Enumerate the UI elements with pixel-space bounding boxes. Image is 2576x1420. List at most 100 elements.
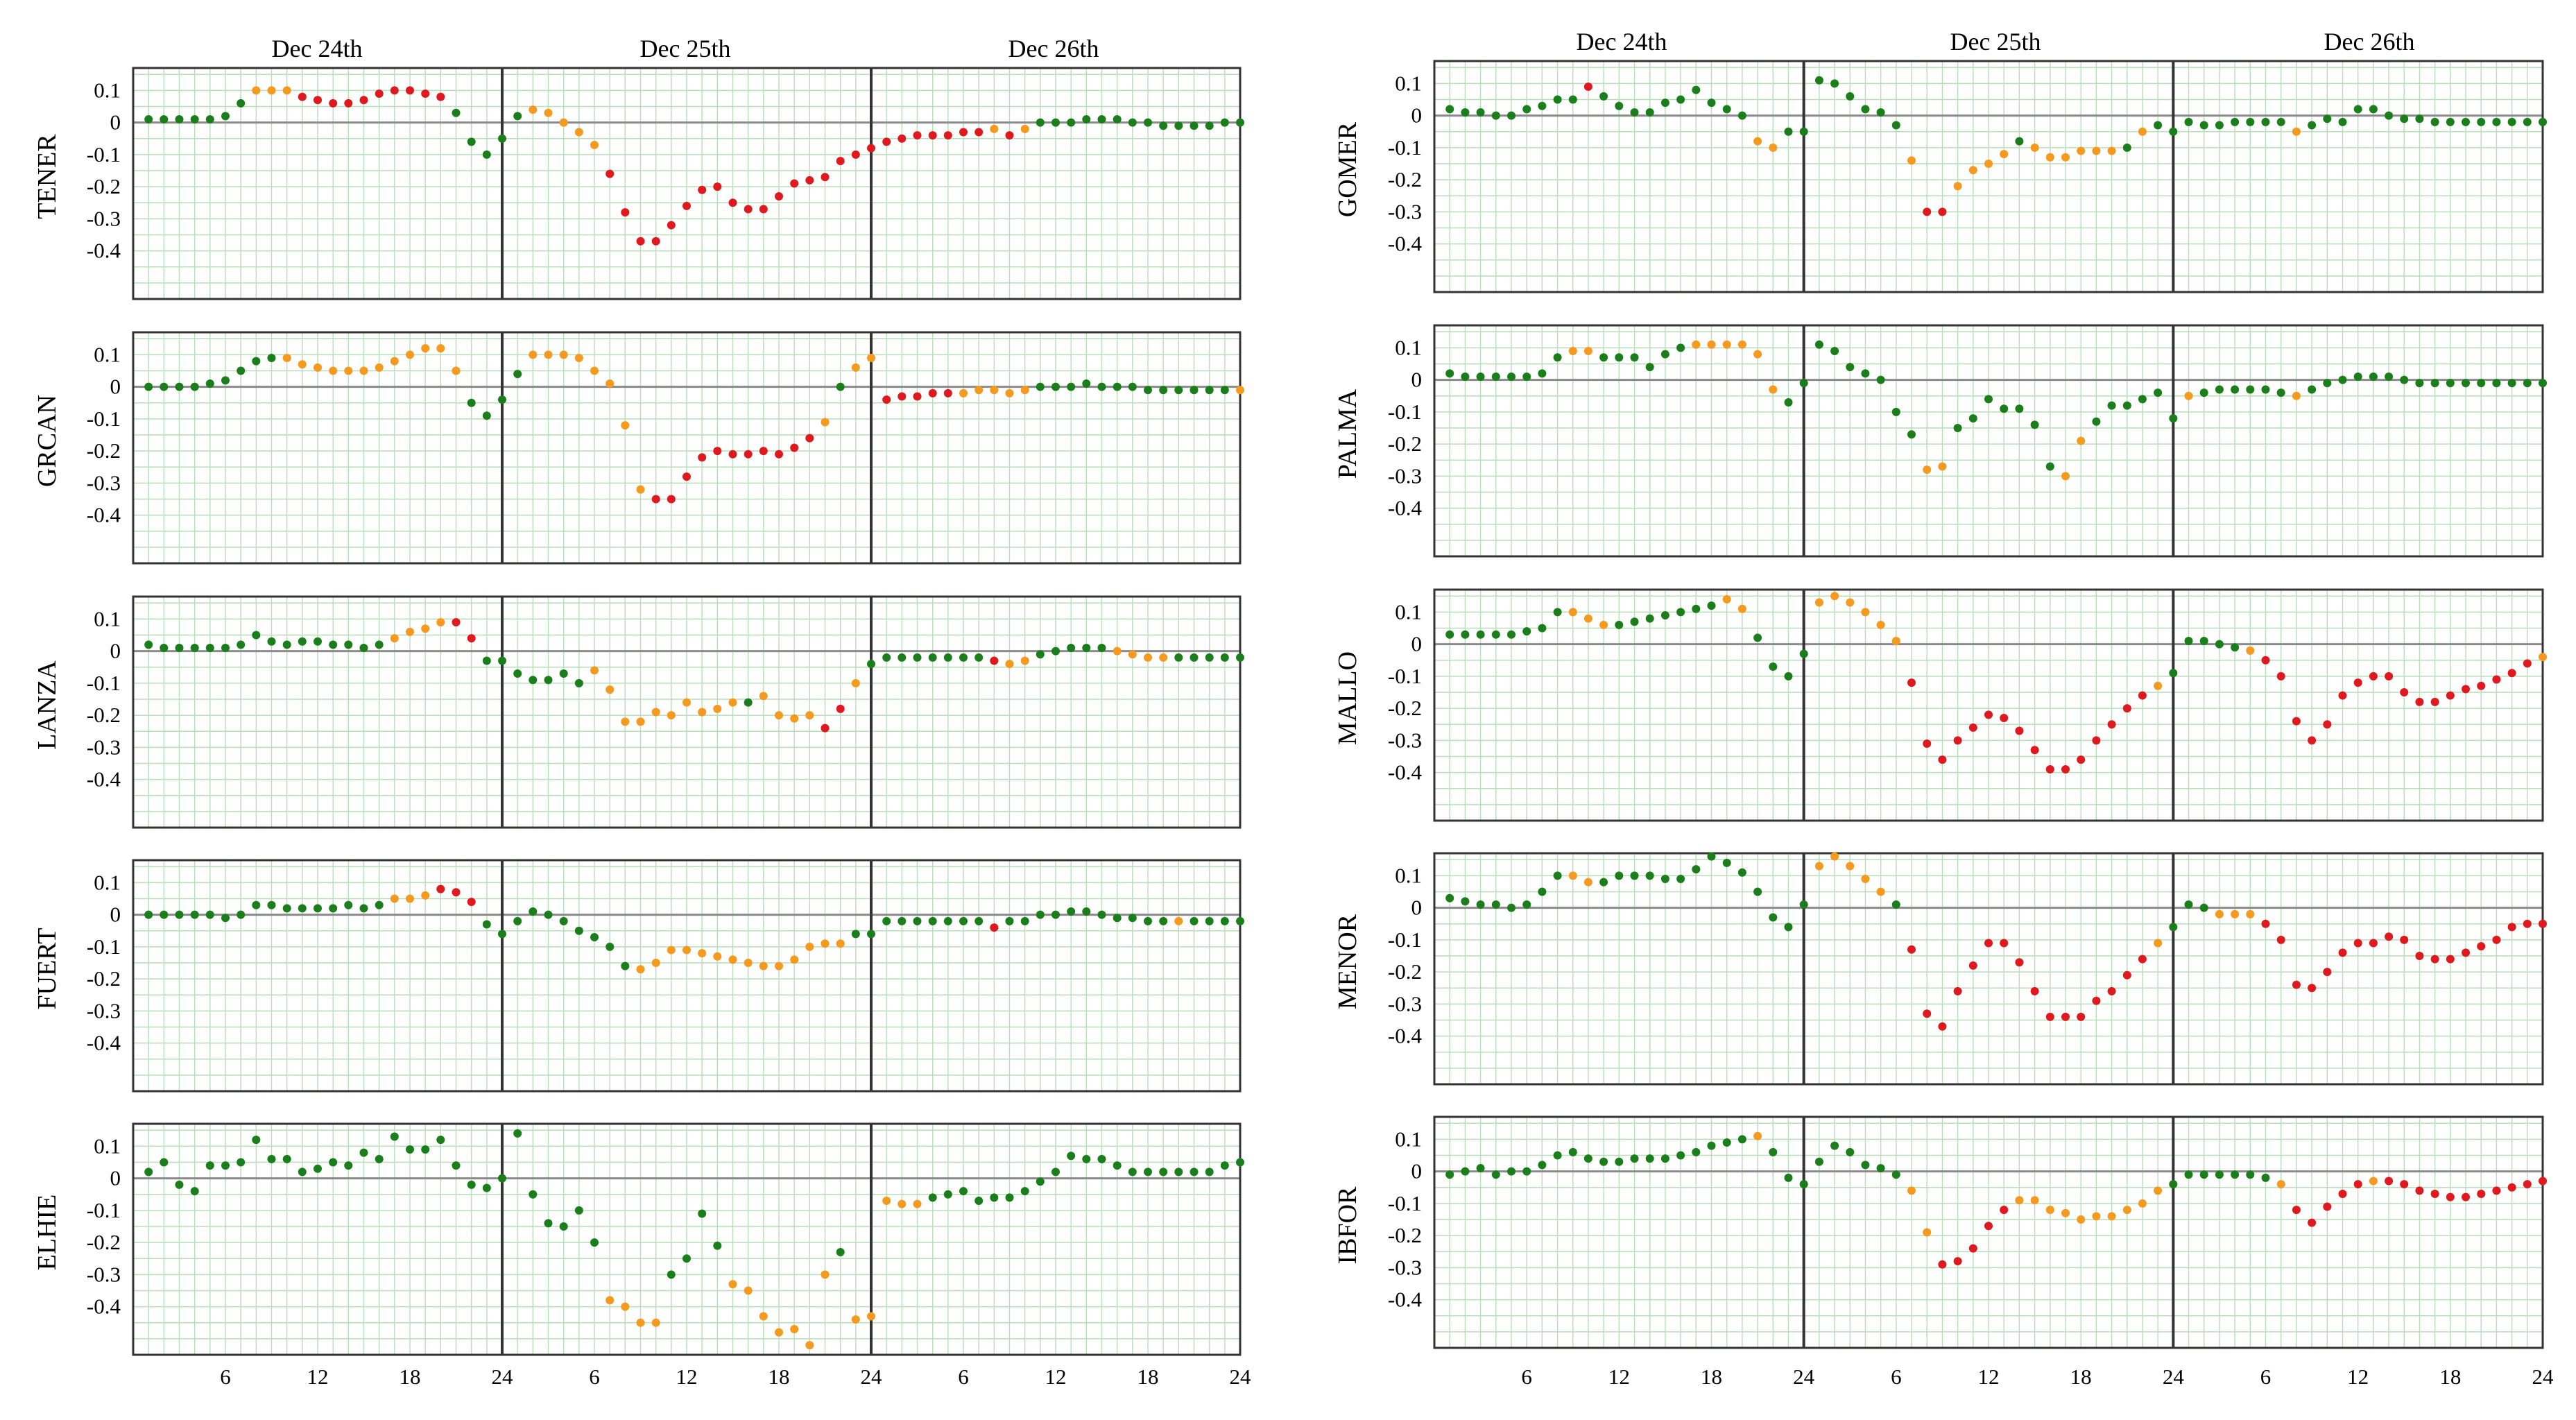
data-point (2231, 117, 2240, 126)
data-points (1445, 76, 2547, 216)
data-point (1159, 653, 1168, 662)
data-point (805, 1341, 814, 1350)
data-point (1174, 1167, 1183, 1177)
data-point (2507, 1183, 2516, 1192)
data-point (1113, 647, 1122, 656)
data-point (1676, 1151, 1685, 1160)
data-points (144, 884, 1244, 974)
data-point (682, 201, 691, 210)
data-point (359, 904, 368, 913)
data-point (1113, 382, 1122, 391)
y-tick-label: 0.1 (94, 606, 121, 631)
data-point (744, 450, 753, 459)
data-point (2353, 939, 2362, 948)
data-point (1097, 382, 1106, 391)
data-point (529, 907, 538, 916)
data-point (821, 724, 830, 733)
data-point (375, 1154, 384, 1163)
x-tick-label: 12 (1608, 1365, 1630, 1389)
data-point (452, 1161, 461, 1170)
data-point (943, 653, 952, 662)
y-tick-label: -0.1 (87, 407, 121, 431)
data-point (1507, 1167, 1515, 1176)
station-label-menor: MENOR (1333, 914, 1362, 1009)
data-point (851, 1315, 860, 1324)
data-point (1538, 624, 1547, 633)
data-point (1190, 1167, 1199, 1177)
data-point (959, 653, 968, 662)
data-point (1522, 627, 1531, 636)
data-point (574, 128, 583, 137)
data-point (2000, 404, 2009, 413)
data-point (698, 185, 707, 194)
data-point (2030, 746, 2039, 755)
data-point (1722, 1138, 1731, 1147)
data-point (1968, 723, 1977, 732)
data-point (667, 495, 676, 504)
data-point (482, 920, 491, 929)
data-point (2323, 379, 2332, 388)
data-point (1522, 373, 1531, 381)
data-point (2061, 1012, 2070, 1021)
data-point (1846, 92, 1855, 101)
data-point (1861, 369, 1870, 378)
data-point (1051, 1167, 1060, 1177)
data-point (1553, 95, 1562, 104)
x-axis-right: 6 12 18 24 6 12 18 24 6 12 18 24 (1521, 1365, 2554, 1389)
data-point (1174, 653, 1183, 662)
data-point (1630, 353, 1639, 362)
data-point (974, 1197, 984, 1205)
data-point (1461, 897, 1470, 906)
data-point (1660, 1154, 1669, 1163)
data-point (1876, 375, 1885, 384)
x-tick-label: 24 (492, 1365, 514, 1389)
data-point (2353, 1180, 2362, 1189)
x-tick-label: 12 (2347, 1365, 2369, 1389)
data-point (467, 137, 476, 146)
data-point (2169, 669, 2178, 678)
data-point (1660, 350, 1669, 359)
data-point (1005, 131, 1014, 140)
data-point (1692, 1147, 1701, 1156)
data-point (1553, 353, 1562, 362)
data-point (2154, 121, 2163, 130)
data-points (1445, 340, 2547, 481)
data-point (1445, 1170, 1454, 1179)
data-point (574, 354, 583, 362)
data-point (2138, 395, 2147, 404)
data-point (1814, 1157, 1823, 1166)
data-point (513, 916, 522, 925)
data-point (1445, 893, 1454, 903)
data-point (513, 669, 522, 678)
data-point (1036, 118, 1045, 127)
data-point (190, 910, 199, 919)
data-point (1097, 910, 1106, 919)
data-point (913, 392, 922, 401)
data-point (2231, 643, 2240, 652)
data-point (1491, 630, 1500, 639)
data-point (1522, 105, 1531, 114)
y-tick-label: -0.3 (87, 470, 121, 495)
data-point (544, 108, 553, 117)
panel-tener: 0.1 0 -0.1 -0.2 -0.3 -0.4 TENER (33, 67, 1244, 300)
data-point (1645, 1154, 1654, 1163)
data-point (375, 89, 384, 98)
data-point (851, 363, 860, 372)
day-title-dec26-right: Dec 26th (2324, 28, 2415, 55)
data-point (1814, 340, 1823, 349)
data-point (175, 115, 184, 123)
data-point (775, 1328, 783, 1337)
data-point (574, 678, 583, 687)
data-point (1846, 598, 1855, 607)
data-point (2430, 955, 2439, 964)
data-point (513, 112, 522, 121)
data-point (928, 131, 937, 140)
data-point (406, 350, 414, 359)
data-point (2169, 1180, 2178, 1189)
data-point (2077, 1215, 2086, 1224)
data-point (2215, 1170, 2224, 1179)
data-point (267, 637, 276, 646)
data-point (1784, 398, 1793, 407)
data-point (1938, 1260, 1947, 1269)
data-point (1630, 1154, 1639, 1163)
